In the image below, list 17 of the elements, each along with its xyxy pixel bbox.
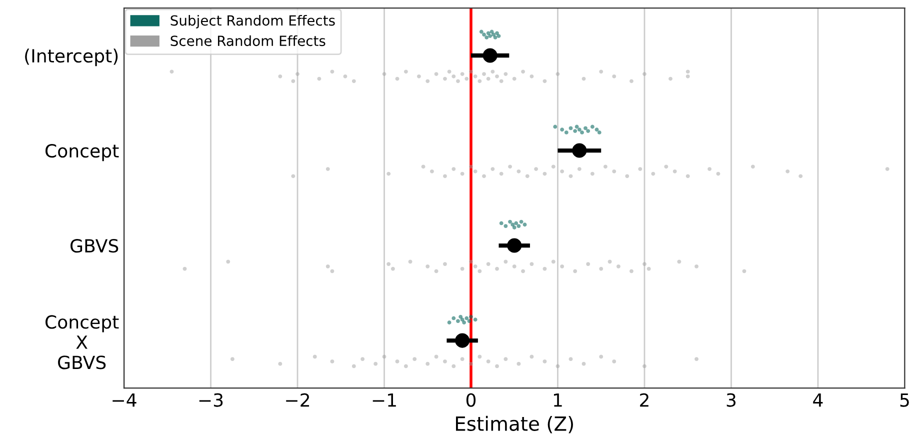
y-tick-label: Concept (46, 144, 119, 162)
y-tick-label: GBVS (70, 238, 118, 253)
x-tick-label: −1 (372, 393, 396, 407)
x-tick-label: −2 (286, 393, 310, 407)
x-tick-label: 2 (640, 393, 648, 407)
x-tick-label: −4 (112, 393, 136, 407)
x-tick-label: 4 (813, 393, 823, 407)
y-tick-label: Concept X GBVS (46, 315, 119, 370)
x-tick-label: 1 (554, 393, 562, 407)
x-tick-label: 3 (726, 393, 736, 407)
x-tick-label: −3 (199, 393, 223, 407)
y-tick-label: (Intercept) (25, 48, 118, 66)
legend-label: Subject Random Effects (170, 14, 335, 28)
x-tick-label: 5 (900, 393, 909, 407)
x-tick-label: 0 (466, 393, 476, 407)
legend-label: Scene Random Effects (170, 35, 326, 46)
x-axis-title: Estimate (Z) (456, 416, 573, 434)
